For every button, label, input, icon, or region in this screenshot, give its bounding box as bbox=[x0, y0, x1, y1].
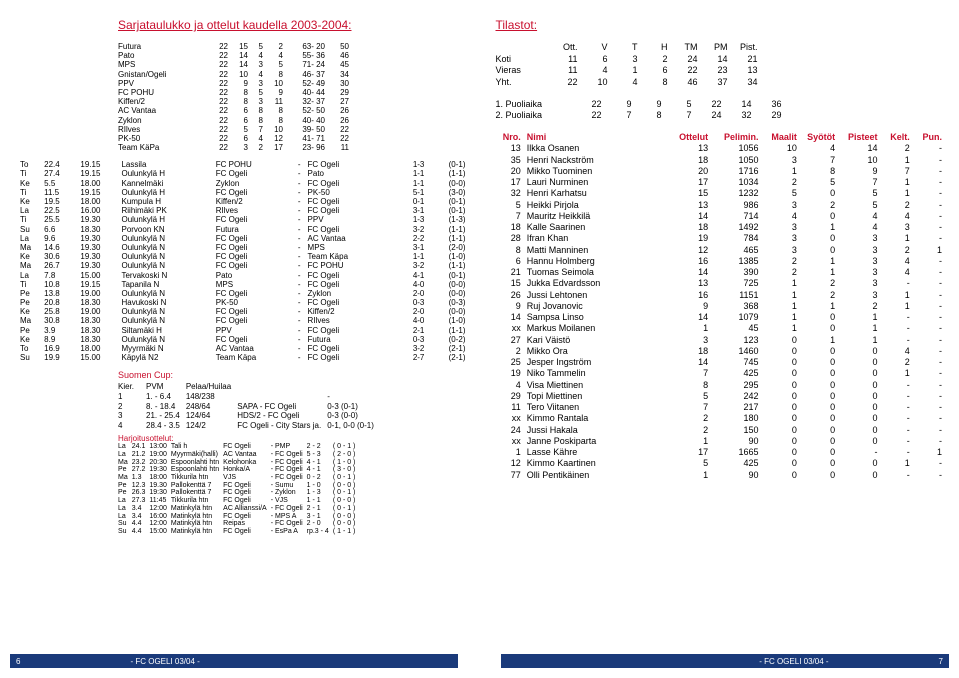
standings-table: Futura22155263- 2050Pato22144455- 3646MP… bbox=[118, 42, 349, 152]
training-table: La24.113:00Tali hFC Ogeli- PMP2 - 2( 0 -… bbox=[118, 443, 359, 535]
footer-left: 6 - FC OGELI 03/04 - bbox=[10, 654, 458, 668]
footer-right: - FC OGELI 03/04 - 7 bbox=[501, 654, 949, 668]
cup-title: Suomen Cup: bbox=[118, 370, 468, 380]
footer-text-right: - FC OGELI 03/04 - bbox=[759, 657, 828, 666]
halves-table: 1. Puoliaika229952214362. Puoliaika22787… bbox=[496, 99, 790, 122]
summary-table: Ott.VTHTMPMPist.Koti11632241421Vieras114… bbox=[496, 42, 766, 89]
training-title: Harjoitusottelut: bbox=[118, 434, 468, 443]
page-num-right: 7 bbox=[939, 657, 943, 666]
footer-text-left: - FC OGELI 03/04 - bbox=[130, 657, 199, 666]
page-num-left: 6 bbox=[16, 657, 20, 666]
right-heading: Tilastot: bbox=[496, 18, 946, 32]
scorers-table: Nro.NimiOttelutPelimin.MaalitSyötötPiste… bbox=[496, 132, 946, 481]
cup-table: Kier.PVMPelaa/Huilaa11. - 6.4148/238-28.… bbox=[118, 382, 380, 430]
matches-table: To22.419.15LassilaFC POHU-FC Ogeli1-3(0-… bbox=[18, 160, 468, 362]
left-heading: Sarjataulukko ja ottelut kaudella 2003-2… bbox=[118, 18, 468, 32]
